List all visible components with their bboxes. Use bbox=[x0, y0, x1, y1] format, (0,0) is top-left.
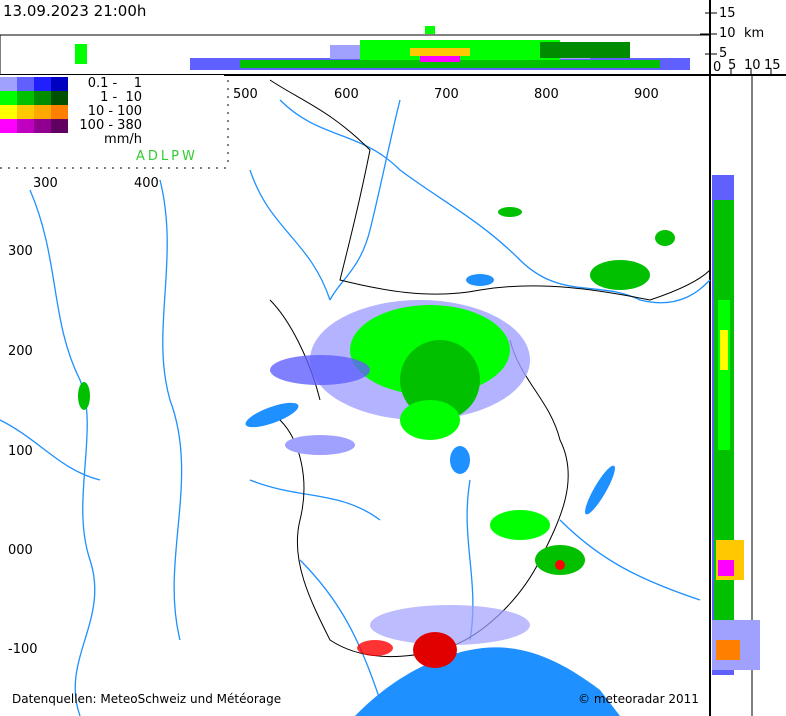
legend-label-3: 10 - 100 bbox=[87, 104, 142, 119]
data-source: Datenquellen: MeteoSchweiz und Météorage bbox=[12, 692, 282, 706]
precipitation-echoes bbox=[78, 207, 675, 668]
y-tick-200: 200 bbox=[8, 344, 33, 359]
height-tick-15: 15 bbox=[719, 6, 736, 21]
station-codes: ADLPW bbox=[136, 149, 198, 164]
height-tick-5: 5 bbox=[719, 46, 728, 61]
y-tick-000: 000 bbox=[8, 543, 33, 558]
height-unit: km bbox=[744, 26, 765, 41]
height-tick-r15: 15 bbox=[764, 58, 781, 73]
top-profile-echoes bbox=[75, 26, 690, 70]
legend: 0.1 - 1 1 - 10 10 - 100 100 - 380 mm/h A… bbox=[0, 75, 224, 167]
x-tick-600: 600 bbox=[334, 87, 359, 102]
height-tick-r0: 0 bbox=[713, 60, 722, 75]
x-tick-900: 900 bbox=[634, 87, 659, 102]
legend-label-4: 100 - 380 bbox=[79, 118, 142, 133]
height-tick-r10: 10 bbox=[744, 58, 761, 73]
legend-label-1: 0.1 - 1 bbox=[87, 76, 142, 91]
x-tick-300: 300 bbox=[33, 176, 58, 191]
legend-unit: mm/h bbox=[104, 132, 142, 147]
y-tick-minus100: -100 bbox=[8, 642, 38, 657]
x-tick-800: 800 bbox=[534, 87, 559, 102]
height-tick-r5: 5 bbox=[728, 58, 737, 73]
x-tick-400: 400 bbox=[134, 176, 159, 191]
height-ticks bbox=[700, 12, 772, 76]
right-profile-echoes bbox=[712, 175, 760, 675]
x-tick-500: 500 bbox=[233, 87, 258, 102]
lakes bbox=[245, 274, 620, 716]
timestamp: 13.09.2023 21:00h bbox=[3, 2, 147, 20]
y-tick-300: 300 bbox=[8, 244, 33, 259]
legend-label-2: 1 - 10 bbox=[100, 90, 142, 105]
y-tick-100: 100 bbox=[8, 444, 33, 459]
height-tick-10: 10 bbox=[719, 26, 736, 41]
x-tick-700: 700 bbox=[434, 87, 459, 102]
rivers bbox=[0, 99, 711, 716]
copyright: © meteoradar 2011 bbox=[578, 692, 699, 706]
